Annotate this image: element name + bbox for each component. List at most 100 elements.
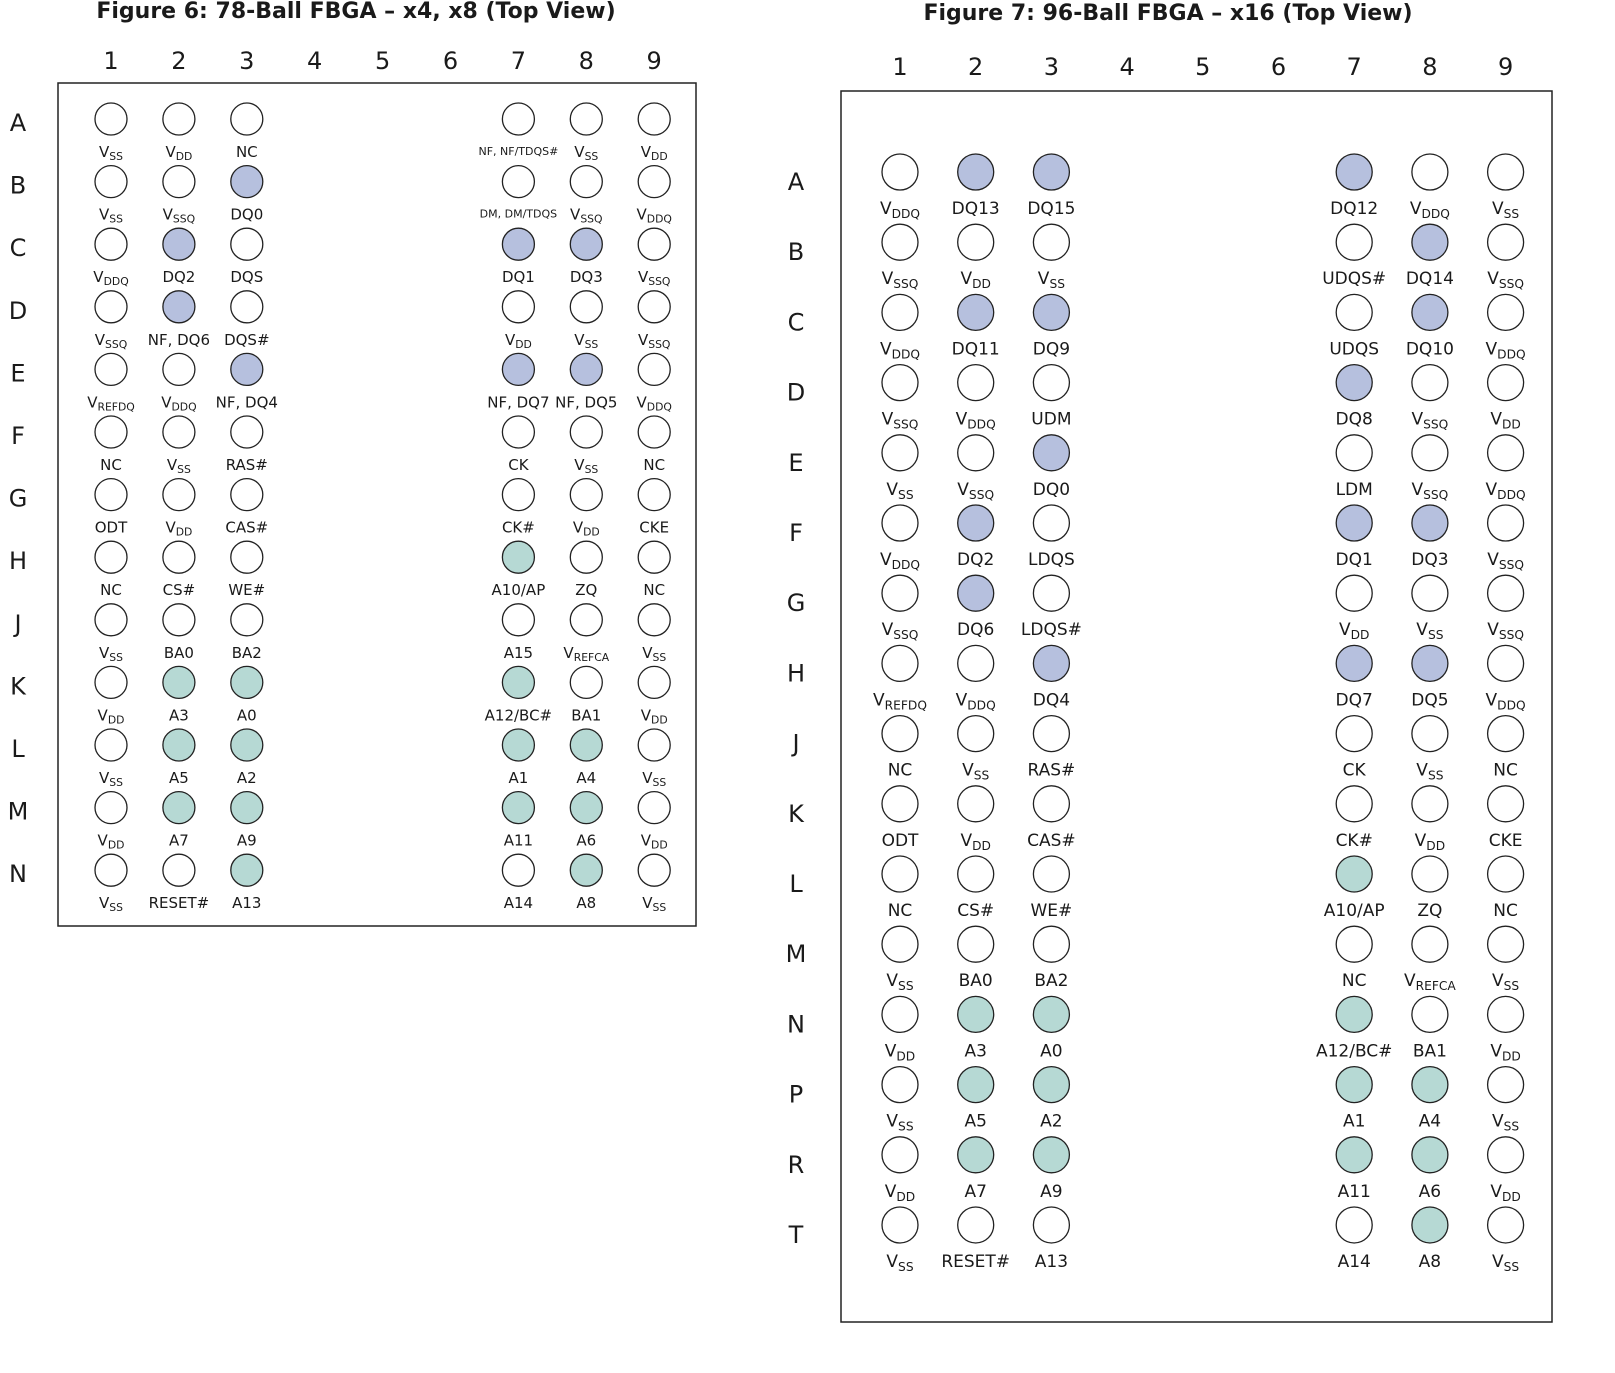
ball-label-main: A14 — [504, 894, 533, 912]
ball-label-sub: SSQ — [173, 213, 195, 226]
ball-label-main: V — [956, 410, 968, 430]
ball — [637, 728, 671, 762]
ball-label: VSS — [574, 143, 598, 164]
ball — [1032, 1206, 1071, 1244]
ball-label-main: V — [570, 205, 581, 223]
ball-label-main: V — [1490, 1041, 1502, 1061]
ball-label: DQ9 — [1033, 339, 1070, 359]
ball — [881, 574, 919, 612]
ball-label-sub: DD — [176, 150, 193, 163]
ball — [569, 665, 603, 700]
ball-label-main: V — [1486, 690, 1498, 710]
ball-label: VDDQ — [636, 205, 671, 226]
ball-label-main: A2 — [237, 769, 257, 787]
ball-label-main: NC — [888, 761, 913, 781]
ball — [637, 415, 671, 449]
ball-label-main: V — [1487, 620, 1499, 640]
ball — [162, 164, 196, 199]
ball-label: VSSQ — [1411, 480, 1448, 502]
ball — [637, 665, 671, 700]
ball-label-main: LDQS — [1028, 550, 1075, 570]
column-number: 5 — [375, 47, 390, 75]
ball-label-sub: SS — [1428, 628, 1444, 642]
ball-label-main: V — [98, 706, 109, 724]
ball-label-sub: SSQ — [1499, 628, 1524, 642]
ball — [569, 853, 603, 887]
ball — [230, 790, 264, 825]
ball-label-main: NF, DQ5 — [555, 393, 617, 411]
row-letter: H — [787, 659, 805, 687]
ball-label-sub: SS — [109, 150, 123, 163]
ball — [162, 728, 196, 762]
ball-label: CKE — [1489, 831, 1523, 851]
ball-label: VDDQ — [880, 339, 920, 361]
ball — [637, 603, 671, 637]
ball — [1411, 1206, 1449, 1244]
ball-label: VDD — [1415, 831, 1445, 853]
ball — [957, 223, 995, 261]
ball-label-sub: DDQ — [892, 347, 920, 361]
ball-label-main: V — [573, 518, 584, 536]
ball-label-main: V — [1415, 831, 1427, 851]
ball — [1335, 504, 1373, 542]
column-number: 7 — [511, 47, 526, 75]
ball-label-main: V — [960, 269, 972, 289]
ball-label-main: NC — [888, 901, 913, 921]
ball-label: VDDQ — [1410, 199, 1450, 221]
ball — [1411, 434, 1449, 472]
ball — [94, 290, 128, 324]
ball — [1411, 644, 1449, 683]
ball — [162, 853, 196, 887]
ball-label: VSS — [99, 205, 123, 226]
ball-label: NC — [1342, 971, 1367, 991]
ball-label: DQ6 — [957, 620, 994, 640]
ball-label: VSS — [1038, 269, 1065, 291]
row-letter: N — [787, 1010, 805, 1038]
ball-label: VSS — [574, 456, 598, 477]
ball-label-main: V — [87, 393, 98, 411]
ball — [637, 290, 671, 324]
ball-label: A11 — [1338, 1182, 1371, 1202]
ball-label-main: DQ0 — [230, 205, 263, 223]
column-number: 9 — [1498, 53, 1513, 81]
ball-label: DQ3 — [570, 268, 603, 286]
ball-label-main: V — [1339, 620, 1351, 640]
ball-label-main: UDQS — [1329, 339, 1379, 359]
ball-label: LDM — [1336, 480, 1373, 500]
row-letter: N — [9, 860, 27, 888]
ball — [162, 290, 196, 324]
ball-label: VSSQ — [1487, 269, 1524, 291]
ball — [94, 227, 128, 261]
ball-label-sub: DD — [972, 838, 991, 852]
ball-label-main: DQ13 — [952, 199, 1000, 219]
ball — [230, 603, 264, 637]
ball-label: A11 — [504, 831, 533, 849]
row-letter: G — [787, 589, 806, 617]
ball — [1486, 925, 1525, 963]
ball — [1032, 504, 1071, 542]
ball-label: NC — [888, 761, 913, 781]
ball — [1486, 293, 1525, 332]
ball-label: VSSQ — [1487, 550, 1524, 572]
ball — [230, 853, 264, 887]
ball-label: VDD — [960, 269, 990, 291]
ball-label: VDD — [98, 706, 125, 727]
ball-label: VDD — [641, 706, 668, 727]
ball-label: NC — [236, 143, 258, 161]
ball-label: VDD — [1490, 1041, 1520, 1063]
ball — [1032, 925, 1071, 963]
ball-label-main: NF, DQ4 — [216, 393, 278, 411]
ball-label-main: WE# — [228, 581, 265, 599]
ball — [1335, 925, 1373, 963]
ball-label-sub: DDQ — [967, 417, 995, 431]
ball — [1335, 995, 1373, 1034]
ball-label-sub: SS — [974, 768, 990, 782]
figure-title: Figure 6: 78-Ball FBGA – x4, x8 (Top Vie… — [96, 0, 615, 24]
ball-label: CAS# — [1027, 831, 1076, 851]
ball — [569, 728, 603, 762]
ball-label: VSS — [99, 643, 123, 664]
ball-label-sub: SS — [585, 463, 599, 476]
ball — [1486, 855, 1525, 893]
ball-label-main: V — [574, 143, 585, 161]
